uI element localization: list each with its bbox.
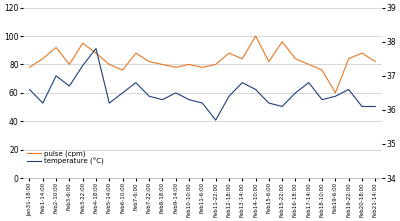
temperature (°C) (187, 98, 192, 101)
pulse (cpm) (280, 40, 284, 43)
temperature (°C) (373, 105, 378, 108)
temperature (°C) (134, 81, 138, 84)
pulse (cpm) (40, 57, 45, 60)
temperature (°C) (333, 95, 338, 98)
Line: pulse (cpm): pulse (cpm) (30, 36, 375, 93)
temperature (°C) (80, 64, 85, 67)
pulse (cpm) (147, 60, 152, 63)
pulse (cpm) (200, 66, 205, 69)
temperature (°C) (320, 98, 324, 101)
pulse (cpm) (253, 35, 258, 37)
pulse (cpm) (320, 69, 324, 71)
pulse (cpm) (226, 52, 231, 54)
pulse (cpm) (54, 46, 58, 49)
pulse (cpm) (333, 91, 338, 94)
pulse (cpm) (27, 66, 32, 69)
temperature (°C) (346, 88, 351, 91)
pulse (cpm) (173, 66, 178, 69)
pulse (cpm) (360, 52, 364, 54)
pulse (cpm) (134, 52, 138, 54)
pulse (cpm) (67, 63, 72, 66)
temperature (°C) (240, 81, 245, 84)
pulse (cpm) (120, 69, 125, 71)
pulse (cpm) (346, 57, 351, 60)
temperature (°C) (173, 91, 178, 94)
pulse (cpm) (107, 63, 112, 66)
temperature (°C) (40, 102, 45, 104)
temperature (°C) (27, 88, 32, 91)
pulse (cpm) (80, 42, 85, 44)
pulse (cpm) (293, 57, 298, 60)
temperature (°C) (147, 95, 152, 98)
temperature (°C) (306, 81, 311, 84)
temperature (°C) (94, 47, 98, 50)
temperature (°C) (107, 102, 112, 104)
temperature (°C) (67, 85, 72, 87)
pulse (cpm) (213, 63, 218, 66)
pulse (cpm) (240, 57, 245, 60)
temperature (°C) (200, 102, 205, 104)
Line: temperature (°C): temperature (°C) (30, 49, 375, 120)
temperature (°C) (54, 74, 58, 77)
temperature (°C) (253, 88, 258, 91)
Legend: pulse (cpm), temperature (°C): pulse (cpm), temperature (°C) (26, 149, 104, 166)
pulse (cpm) (306, 63, 311, 66)
temperature (°C) (120, 91, 125, 94)
pulse (cpm) (94, 52, 98, 54)
pulse (cpm) (266, 60, 271, 63)
temperature (°C) (213, 119, 218, 122)
temperature (°C) (160, 98, 165, 101)
temperature (°C) (360, 105, 364, 108)
temperature (°C) (280, 105, 284, 108)
pulse (cpm) (187, 63, 192, 66)
temperature (°C) (266, 102, 271, 104)
pulse (cpm) (160, 63, 165, 66)
temperature (°C) (293, 91, 298, 94)
temperature (°C) (226, 95, 231, 98)
pulse (cpm) (373, 60, 378, 63)
